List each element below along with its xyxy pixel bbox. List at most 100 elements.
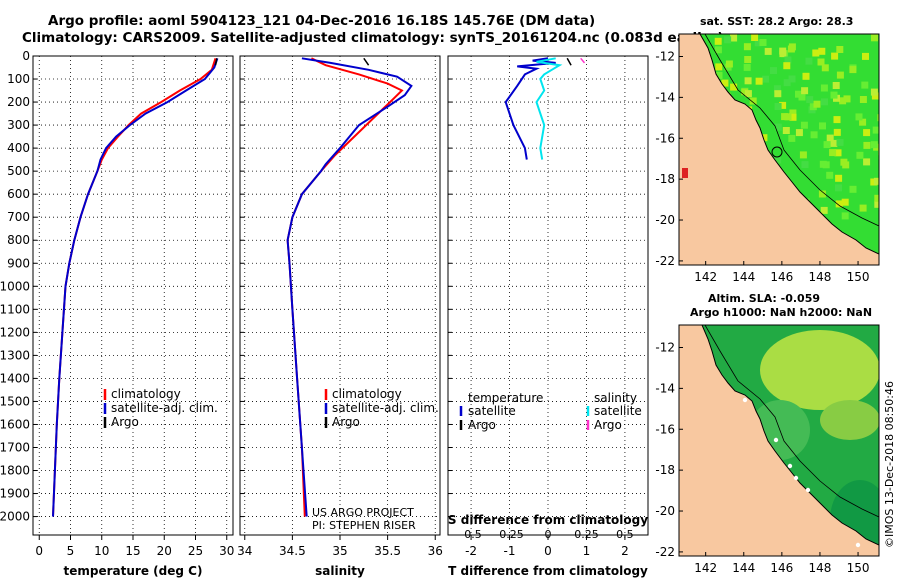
depth-tick-label: 1500 — [0, 394, 30, 408]
sst-patch — [873, 177, 879, 185]
temperature-series-argo — [214, 58, 218, 66]
difference-series-temperature-argo — [566, 57, 572, 66]
top-map-lon-label: 142 — [694, 270, 717, 284]
difference-xtick-label: -2 — [465, 544, 477, 558]
sst-patch — [759, 39, 767, 46]
sst-patch — [809, 103, 817, 111]
depth-tick-label: 2000 — [0, 510, 30, 524]
sst-patch — [806, 96, 814, 104]
difference-s-tick-label: -0.25 — [495, 528, 523, 541]
sst-patch — [839, 97, 847, 105]
sst-patch — [833, 128, 841, 136]
sst-patch — [715, 71, 723, 79]
sst-patch — [859, 118, 867, 126]
sst-patch — [782, 127, 790, 134]
sst-patch — [830, 91, 838, 99]
sst-patch — [770, 67, 777, 75]
sst-patch — [871, 92, 879, 100]
sst-patch — [788, 134, 796, 142]
sst-patch — [863, 158, 871, 166]
sst-patch — [744, 77, 752, 85]
sla-map-points — [742, 397, 861, 548]
sst-patch — [755, 77, 763, 85]
sst-patch — [730, 34, 738, 42]
depth-tick-label: 1800 — [0, 464, 30, 478]
sst-patch — [821, 98, 828, 106]
sla-argo-point — [773, 437, 779, 443]
temperature-xtick-label: 30 — [219, 544, 234, 558]
depth-tick-label: 1700 — [0, 440, 30, 454]
top-map-lat-label: -14 — [655, 90, 675, 104]
sla-argo-point — [793, 475, 799, 481]
sst-patch — [805, 57, 813, 65]
depth-tick-label: 1300 — [0, 348, 30, 362]
sst-patch — [819, 160, 827, 168]
sla-argo-point — [787, 463, 793, 469]
depth-tick-label: 300 — [7, 118, 30, 132]
sst-patch — [871, 34, 878, 42]
salinity-x-axis-label: salinity — [315, 564, 365, 578]
depth-tick-label: 1200 — [0, 325, 30, 339]
depth-tick-label: 100 — [7, 72, 30, 86]
top-map-lat-label: -16 — [655, 131, 675, 145]
sst-patch — [787, 45, 795, 53]
sst-patch — [789, 113, 797, 121]
imos-footer: ©IMOS 13-Dec-2018 08:50:46 — [883, 381, 896, 548]
sst-patch — [832, 82, 840, 89]
sst-patch — [819, 122, 826, 130]
sst-map-depth-contour — [704, 34, 879, 227]
sst-patch — [774, 156, 782, 164]
sst-patch — [820, 84, 828, 92]
sst-patch — [849, 185, 857, 193]
salinity-xtick-label: 34.5 — [279, 544, 306, 558]
sst-patch — [774, 123, 782, 131]
depth-tick-label: 900 — [7, 256, 30, 270]
sst-patch — [801, 87, 809, 95]
difference-panel: -2 -1 0 1 2 T difference from climatology temp… — [447, 55, 649, 578]
sst-patch — [840, 158, 848, 166]
difference-legend-left-label: satellite — [468, 404, 516, 418]
bottom-map-lon-label: 150 — [847, 561, 870, 575]
salinity-legend-label: climatology — [332, 387, 402, 401]
temperature-xtick-label: 15 — [125, 544, 140, 558]
sst-patch — [721, 79, 729, 87]
salinity-frame — [239, 55, 441, 536]
sla-map: Altim. SLA: -0.059 Argo h1000: NaN h2000… — [655, 292, 880, 575]
sst-patch — [743, 63, 751, 71]
temperature-xtick-label: 5 — [67, 544, 75, 558]
difference-frame — [447, 55, 649, 536]
depth-tick-label: 1400 — [0, 371, 30, 385]
salinity-legend-label: satellite-adj. clim. — [332, 401, 439, 415]
sst-patch — [836, 138, 844, 146]
sst-patch — [862, 52, 869, 60]
salinity-xtick-label: 36 — [428, 544, 443, 558]
temperature-xtick-label: 10 — [94, 544, 109, 558]
sst-patch — [834, 149, 842, 157]
top-map-lat-label: -12 — [655, 49, 675, 63]
bottom-map-lon-label: 146 — [770, 561, 793, 575]
depth-tick-label: 0 — [22, 49, 30, 63]
project-credit-line: US ARGO PROJECT — [312, 506, 414, 519]
sst-patch — [760, 134, 768, 142]
sst-patch — [725, 60, 733, 68]
bottom-map-lat-label: -14 — [655, 381, 675, 395]
sst-patch — [836, 71, 844, 79]
depth-tick-label: 600 — [7, 187, 30, 201]
temperature-series-satellite-adj-clim- — [52, 57, 219, 517]
bottom-map-lat-label: -18 — [655, 463, 675, 477]
sst-map: sat. SST: 28.2 Argo: 28.3 142 144 146 148 15… — [655, 15, 880, 284]
depth-tick-label: 1600 — [0, 417, 30, 431]
sst-patch — [813, 100, 821, 108]
sst-patch — [874, 194, 879, 202]
sst-patch — [741, 88, 749, 96]
difference-xtick-label: -1 — [504, 544, 516, 558]
sst-patch — [810, 131, 818, 139]
sst-patch — [817, 58, 825, 66]
depth-tick-label: 700 — [7, 210, 30, 224]
sst-patch — [799, 151, 807, 159]
difference-legend-left-title: temperature — [468, 391, 543, 405]
sst-patch — [744, 90, 752, 98]
difference-s-tick-label: 0.25 — [574, 528, 599, 541]
sla-map-depth-contour — [704, 325, 879, 518]
